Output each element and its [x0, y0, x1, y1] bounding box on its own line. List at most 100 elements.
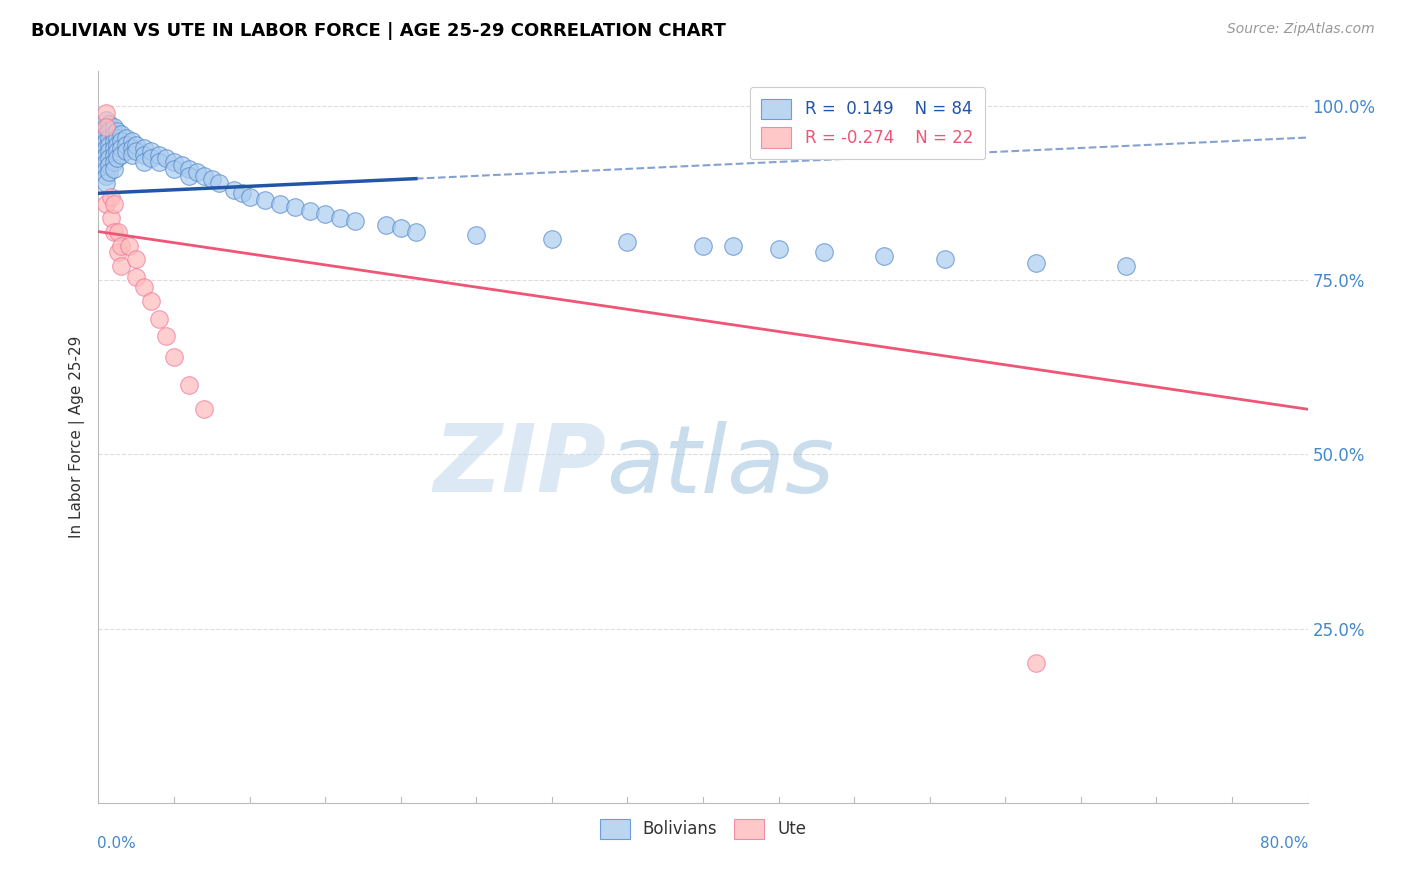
Point	[155, 329, 177, 343]
Point	[141, 294, 163, 309]
Text: BOLIVIAN VS UTE IN LABOR FORCE | AGE 25-29 CORRELATION CHART: BOLIVIAN VS UTE IN LABOR FORCE | AGE 25-…	[31, 22, 725, 40]
Point	[107, 245, 129, 260]
Point	[105, 152, 128, 166]
Text: atlas: atlas	[606, 421, 835, 512]
Point	[94, 106, 117, 120]
Point	[110, 238, 132, 252]
Point	[934, 252, 956, 267]
Legend: Bolivians, Ute: Bolivians, Ute	[593, 812, 813, 846]
Point	[105, 137, 128, 152]
Text: ZIP: ZIP	[433, 420, 606, 512]
Point	[103, 225, 125, 239]
Point	[723, 238, 745, 252]
Point	[692, 238, 714, 252]
Point	[253, 193, 276, 207]
Point	[103, 155, 125, 169]
Point	[103, 120, 125, 134]
Point	[94, 196, 117, 211]
Point	[98, 152, 121, 166]
Point	[465, 228, 488, 243]
Point	[98, 145, 121, 159]
Point	[94, 113, 117, 128]
Point	[105, 130, 128, 145]
Point	[299, 203, 322, 218]
Point	[1024, 256, 1046, 270]
Point	[103, 148, 125, 162]
Point	[170, 158, 193, 172]
Point	[103, 134, 125, 148]
Text: 0.0%: 0.0%	[97, 836, 136, 851]
Point	[125, 252, 148, 267]
Point	[110, 141, 132, 155]
Point	[163, 155, 186, 169]
Point	[110, 127, 132, 141]
Point	[94, 176, 117, 190]
Point	[103, 161, 125, 176]
Point	[231, 186, 253, 201]
Point	[94, 141, 117, 155]
Point	[94, 161, 117, 176]
Point	[132, 148, 155, 162]
Point	[94, 120, 117, 134]
Point	[107, 225, 129, 239]
Point	[114, 145, 136, 159]
Point	[98, 117, 121, 131]
Point	[284, 200, 307, 214]
Point	[389, 221, 412, 235]
Point	[110, 260, 132, 274]
Point	[616, 235, 638, 249]
Point	[94, 155, 117, 169]
Point	[98, 130, 121, 145]
Point	[103, 196, 125, 211]
Point	[125, 137, 148, 152]
Point	[94, 120, 117, 134]
Point	[121, 148, 143, 162]
Point	[186, 165, 208, 179]
Point	[768, 242, 790, 256]
Point	[813, 245, 835, 260]
Point	[125, 269, 148, 284]
Point	[100, 211, 122, 225]
Point	[114, 137, 136, 152]
Point	[94, 148, 117, 162]
Y-axis label: In Labor Force | Age 25-29: In Labor Force | Age 25-29	[69, 336, 86, 538]
Point	[344, 214, 367, 228]
Point	[148, 155, 170, 169]
Point	[100, 190, 122, 204]
Text: Source: ZipAtlas.com: Source: ZipAtlas.com	[1227, 22, 1375, 37]
Point	[103, 127, 125, 141]
Point	[118, 238, 141, 252]
Point	[179, 377, 201, 392]
Point	[98, 158, 121, 172]
Point	[163, 350, 186, 364]
Point	[103, 141, 125, 155]
Point	[405, 225, 427, 239]
Point	[110, 148, 132, 162]
Point	[105, 145, 128, 159]
Point	[141, 145, 163, 159]
Point	[155, 152, 177, 166]
Point	[94, 169, 117, 183]
Point	[374, 218, 396, 232]
Point	[125, 145, 148, 159]
Point	[98, 137, 121, 152]
Point	[98, 123, 121, 137]
Point	[121, 141, 143, 155]
Point	[148, 148, 170, 162]
Point	[132, 280, 155, 294]
Point	[179, 169, 201, 183]
Point	[224, 183, 246, 197]
Point	[540, 231, 562, 245]
Point	[132, 155, 155, 169]
Point	[208, 176, 231, 190]
Point	[148, 311, 170, 326]
Point	[239, 190, 262, 204]
Point	[873, 249, 896, 263]
Point	[98, 165, 121, 179]
Text: 80.0%: 80.0%	[1260, 836, 1309, 851]
Point	[1024, 657, 1046, 671]
Point	[141, 152, 163, 166]
Point	[94, 127, 117, 141]
Point	[329, 211, 352, 225]
Point	[163, 161, 186, 176]
